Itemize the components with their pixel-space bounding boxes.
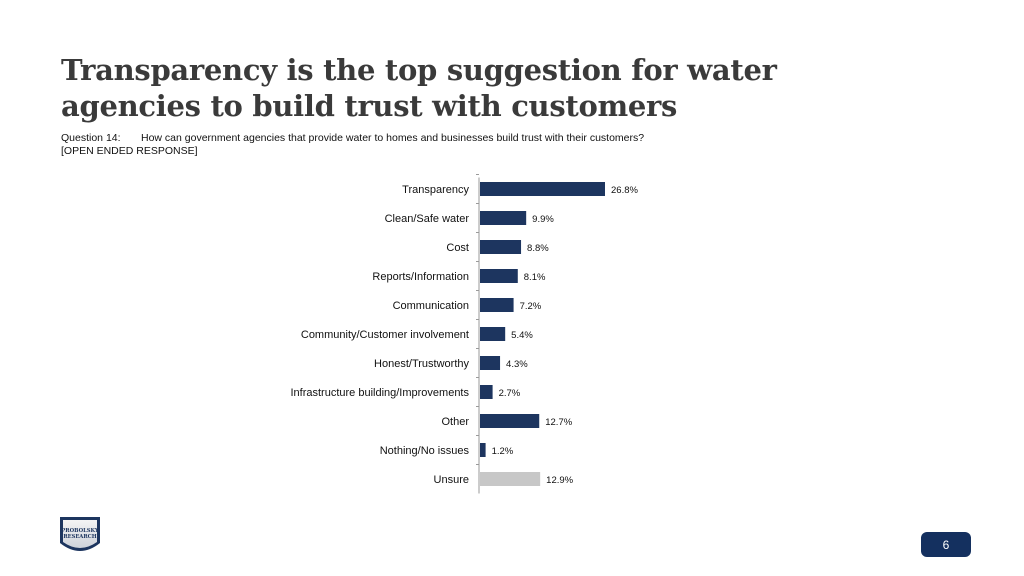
question-label: Question 14: bbox=[61, 132, 121, 144]
data-label: 8.8% bbox=[527, 243, 549, 254]
bar bbox=[480, 472, 541, 486]
bar bbox=[480, 327, 506, 341]
page-number-badge: 6 bbox=[921, 532, 971, 557]
data-label: 26.8% bbox=[611, 185, 638, 196]
data-label: 4.3% bbox=[506, 359, 528, 370]
data-label: 1.2% bbox=[492, 446, 514, 457]
category-label: Cost bbox=[446, 242, 469, 254]
data-label: 5.4% bbox=[511, 330, 533, 341]
bar bbox=[480, 356, 501, 370]
category-label: Other bbox=[441, 416, 469, 428]
data-label: 7.2% bbox=[520, 301, 542, 312]
svg-text:RESEARCH: RESEARCH bbox=[63, 534, 96, 540]
bar bbox=[480, 385, 493, 399]
category-label: Nothing/No issues bbox=[380, 445, 470, 457]
bar bbox=[480, 269, 518, 283]
category-label: Unsure bbox=[434, 474, 469, 486]
data-label: 9.9% bbox=[532, 214, 554, 225]
bar bbox=[480, 240, 522, 254]
svg-text:PROBOLSKY: PROBOLSKY bbox=[61, 528, 98, 534]
bar bbox=[480, 443, 486, 457]
question-text: How can government agencies that provide… bbox=[141, 132, 645, 144]
category-label: Clean/Safe water bbox=[385, 213, 470, 225]
category-label: Transparency bbox=[402, 184, 469, 196]
category-label: Community/Customer involvement bbox=[301, 329, 469, 341]
data-label: 8.1% bbox=[524, 272, 546, 283]
data-label: 2.7% bbox=[499, 388, 521, 399]
bar-chart: Transparency 26.8% Clean/Safe water 9.9% Cos… bbox=[290, 174, 638, 494]
data-label: 12.9% bbox=[546, 475, 573, 486]
question-line: Question 14: How can government agencies … bbox=[61, 132, 644, 145]
category-label: Communication bbox=[393, 300, 469, 312]
category-label: Infrastructure building/Improvements bbox=[290, 387, 469, 399]
bar bbox=[480, 182, 605, 196]
question-block: Question 14: How can government agencies … bbox=[61, 132, 644, 158]
bar bbox=[480, 414, 540, 428]
data-label: 12.7% bbox=[545, 417, 572, 428]
page-title: Transparency is the top suggestion for w… bbox=[61, 53, 777, 123]
category-label: Reports/Information bbox=[372, 271, 469, 283]
bar bbox=[480, 298, 514, 312]
bar bbox=[480, 211, 527, 225]
response-type-note: [OPEN ENDED RESPONSE] bbox=[61, 145, 198, 157]
category-label: Honest/Trustworthy bbox=[374, 358, 469, 370]
probolsky-research-logo: PROBOLSKY RESEARCH bbox=[60, 517, 100, 551]
